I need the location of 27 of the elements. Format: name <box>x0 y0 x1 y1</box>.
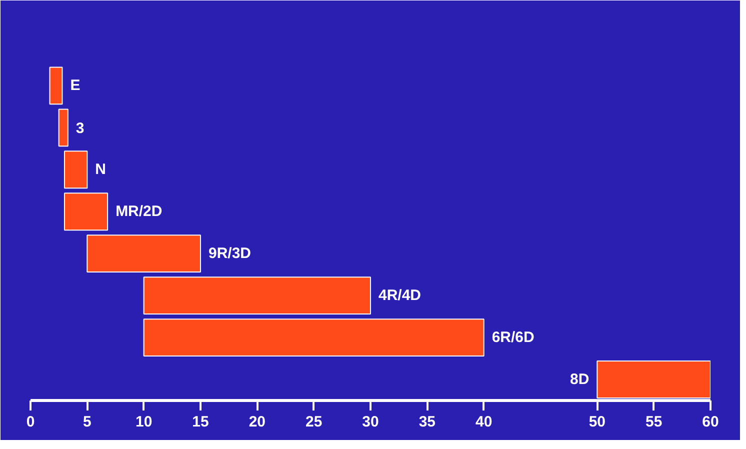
x-tick-label: 30 <box>362 414 379 430</box>
x-tick-label: 35 <box>418 414 436 430</box>
y-tick-label: 4R/4D <box>378 287 422 304</box>
x-tick-label: 10 <box>135 414 152 430</box>
y-tick-label: 6R/6D <box>492 329 535 346</box>
y-tick-label: E <box>70 77 80 94</box>
y-tick-label: 3 <box>76 120 84 138</box>
x-tick-label: 15 <box>192 414 209 430</box>
bar <box>143 276 371 315</box>
x-tick-label: 25 <box>305 414 322 430</box>
x-tick-label: 50 <box>588 414 606 430</box>
bar <box>86 234 201 273</box>
x-tick-label: 40 <box>475 414 492 430</box>
x-tick-label: 5 <box>82 414 92 430</box>
y-tick-label: 9R/3D <box>208 245 252 262</box>
y-tick-label: 8D <box>570 371 590 388</box>
bar <box>49 66 63 105</box>
bar <box>58 108 68 147</box>
y-tick-label: N <box>95 161 106 178</box>
bar <box>64 150 88 189</box>
x-tick-label: 60 <box>702 414 719 430</box>
x-tick-label: 20 <box>248 414 266 430</box>
bar <box>143 318 484 357</box>
y-tick-label: MR/2D <box>116 203 162 220</box>
bar <box>64 192 108 231</box>
x-tick-label: 0 <box>26 414 35 430</box>
x-tick-label: 55 <box>645 414 662 430</box>
